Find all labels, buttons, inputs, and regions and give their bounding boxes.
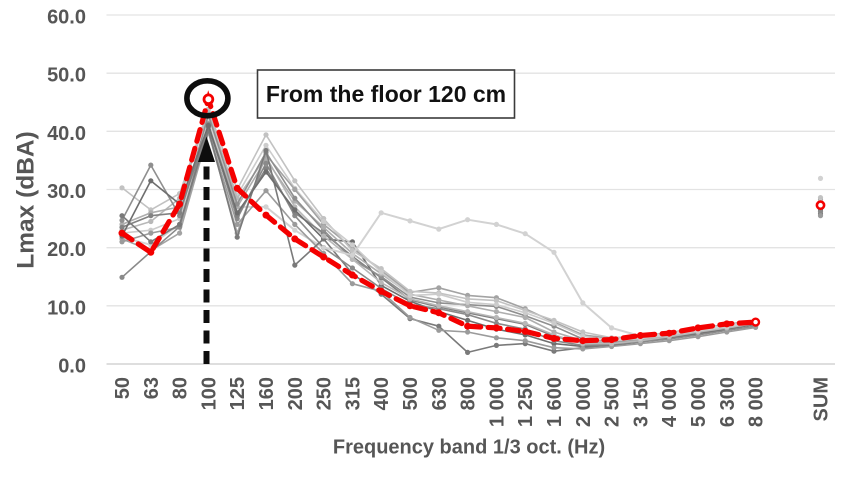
svg-text:50.0: 50.0	[47, 65, 86, 87]
svg-text:2 000: 2 000	[573, 377, 595, 427]
svg-text:1 000: 1 000	[486, 377, 508, 427]
svg-text:6 300: 6 300	[717, 377, 739, 427]
svg-text:80: 80	[170, 377, 192, 399]
svg-text:1 600: 1 600	[544, 377, 566, 427]
svg-text:40.0: 40.0	[47, 123, 86, 145]
svg-text:50: 50	[112, 377, 134, 399]
svg-text:400: 400	[371, 377, 393, 410]
svg-text:Frequency band 1/3 oct. (Hz): Frequency band 1/3 oct. (Hz)	[333, 437, 605, 459]
svg-text:Lmax (dBA): Lmax (dBA)	[13, 131, 40, 268]
svg-text:10.0: 10.0	[47, 297, 86, 319]
svg-text:800: 800	[458, 377, 480, 410]
svg-text:SUM: SUM	[811, 377, 833, 421]
svg-text:1 250: 1 250	[515, 377, 537, 427]
svg-text:5 000: 5 000	[688, 377, 710, 427]
svg-text:100: 100	[198, 377, 220, 410]
svg-text:8 000: 8 000	[746, 377, 768, 427]
svg-text:0.0: 0.0	[58, 356, 86, 378]
svg-text:500: 500	[400, 377, 422, 410]
svg-text:20.0: 20.0	[47, 239, 86, 261]
svg-text:250: 250	[314, 377, 336, 410]
svg-text:60.0: 60.0	[47, 7, 86, 29]
svg-text:3 150: 3 150	[630, 377, 652, 427]
svg-text:4 000: 4 000	[659, 377, 681, 427]
svg-text:125: 125	[227, 377, 249, 410]
svg-text:63: 63	[141, 377, 163, 399]
svg-text:160: 160	[256, 377, 278, 410]
svg-text:2 500: 2 500	[602, 377, 624, 427]
svg-text:630: 630	[429, 377, 451, 410]
svg-text:200: 200	[285, 377, 307, 410]
svg-text:From the floor 120 cm: From the floor 120 cm	[266, 81, 506, 107]
svg-text:30.0: 30.0	[47, 181, 86, 203]
svg-text:315: 315	[342, 377, 364, 410]
